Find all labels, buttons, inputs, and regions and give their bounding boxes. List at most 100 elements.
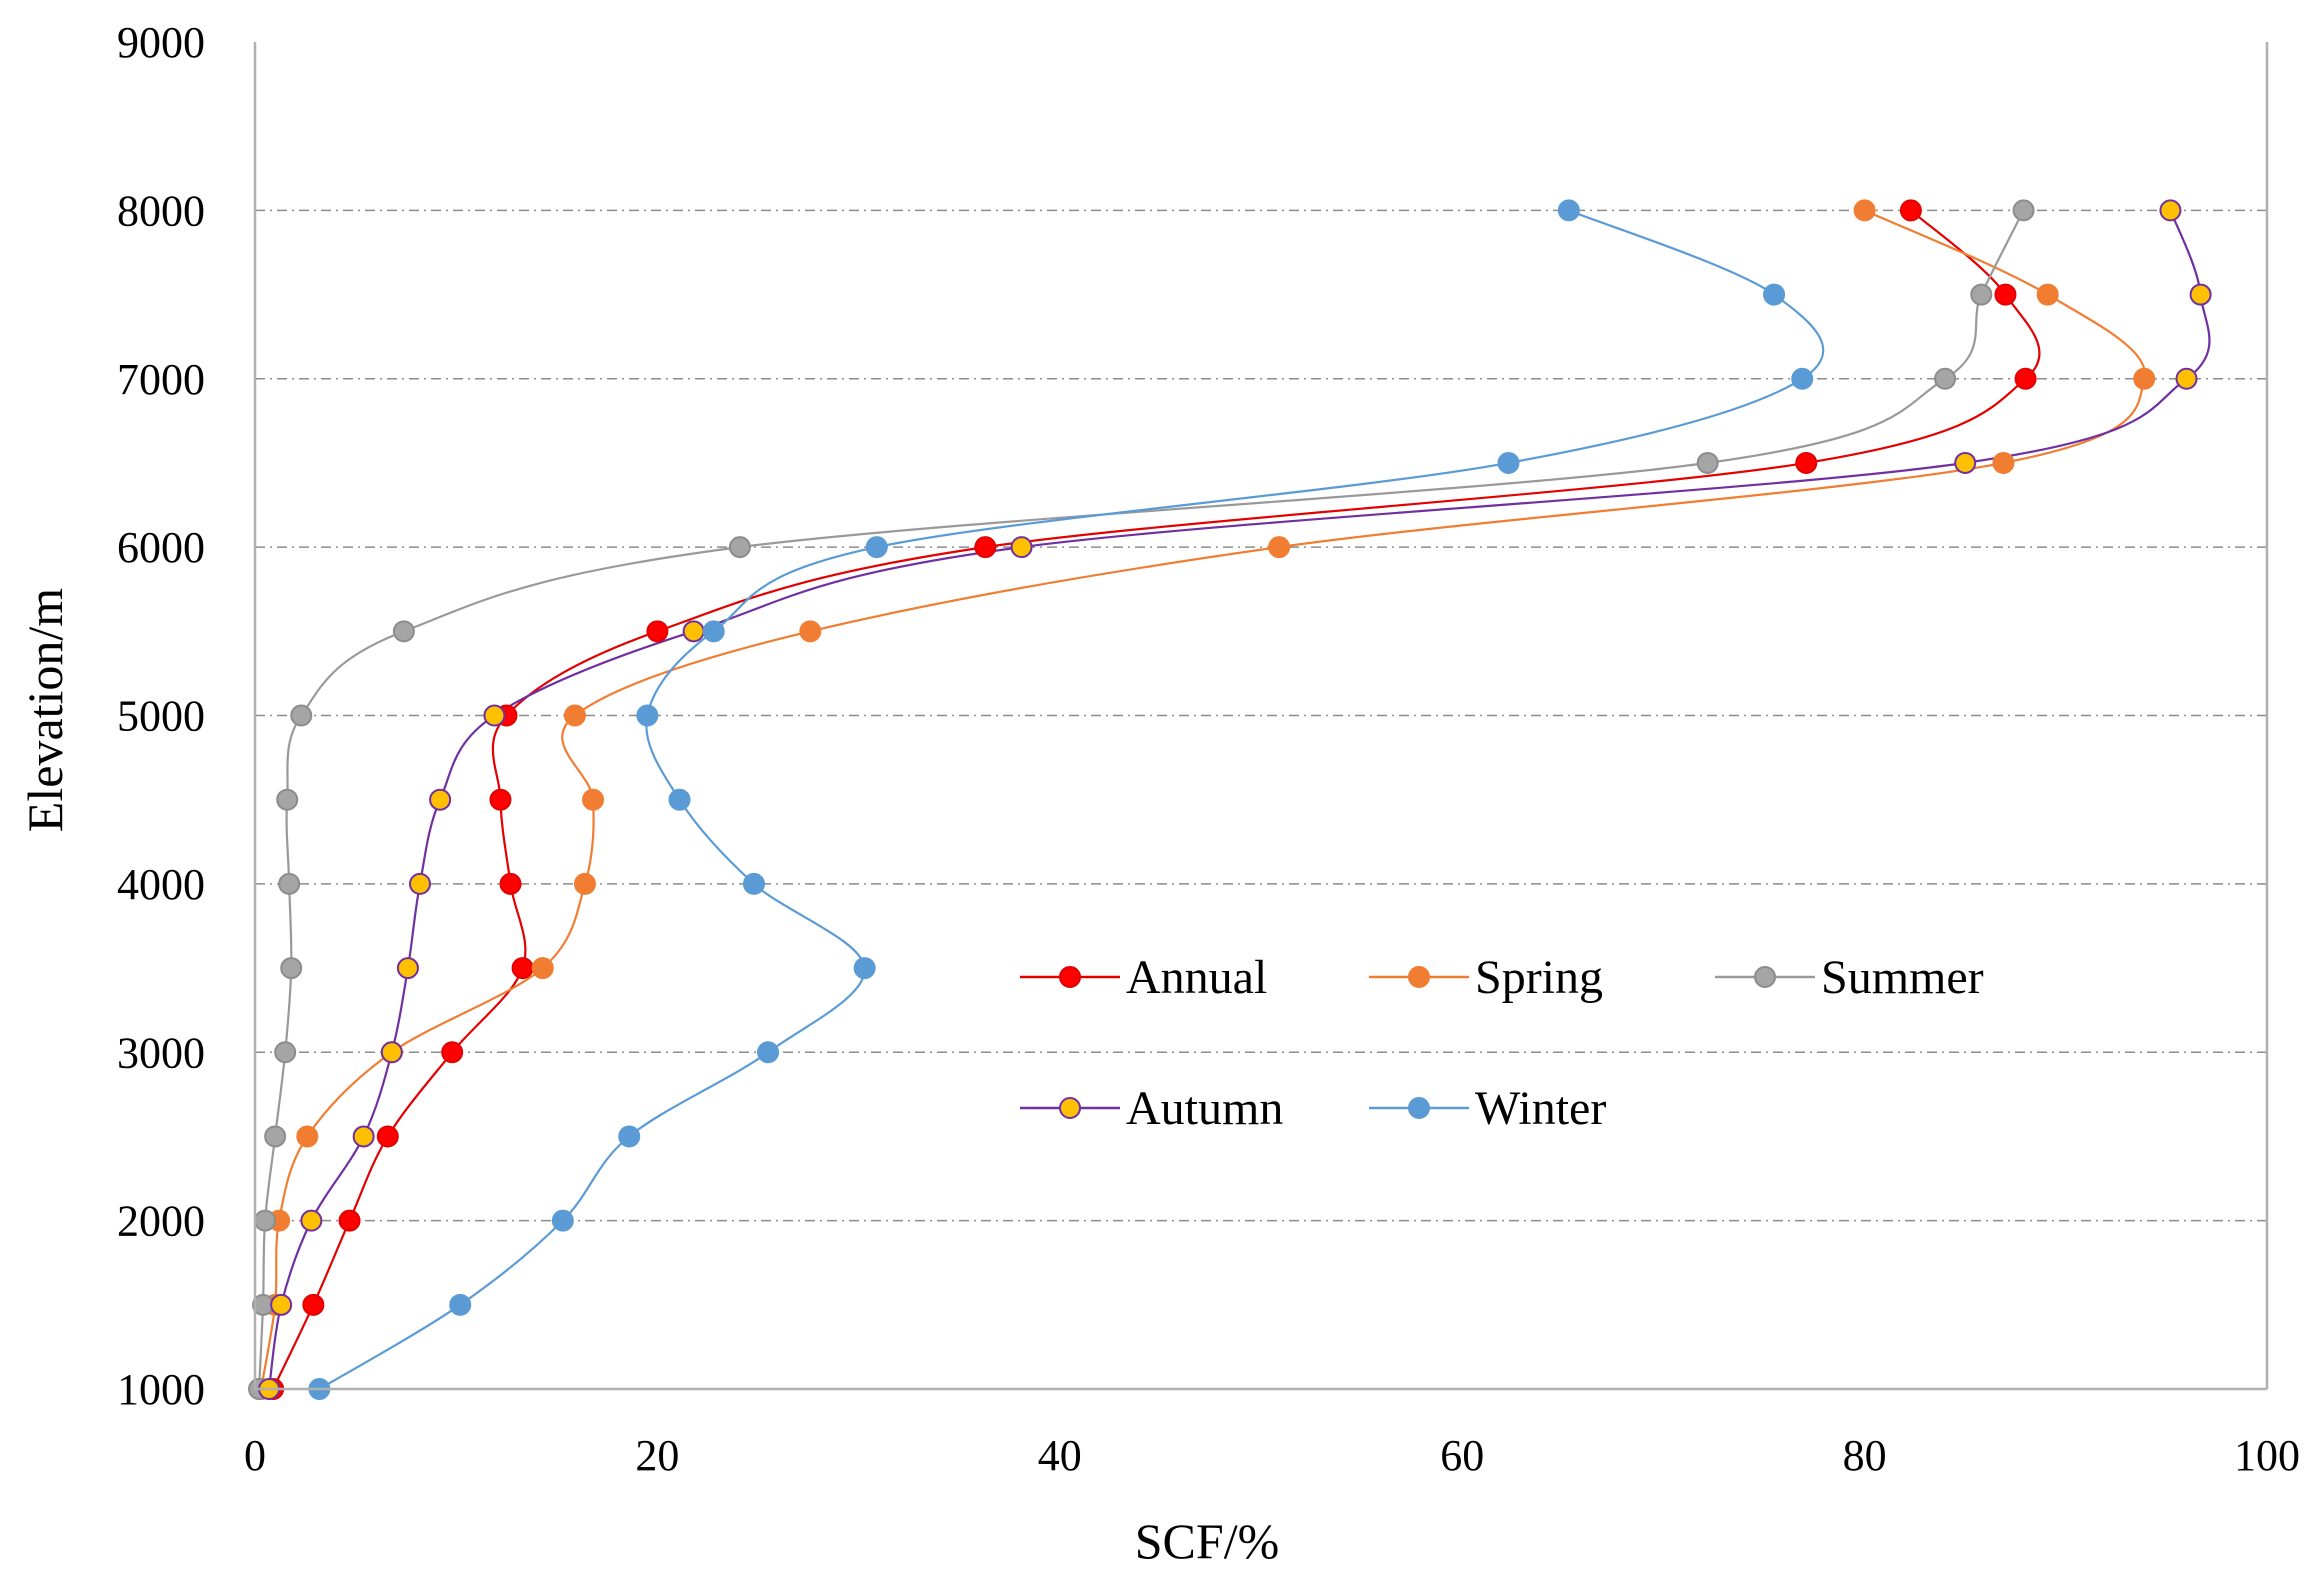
data-point-winter — [1791, 367, 1814, 390]
data-point-autumn — [483, 704, 506, 727]
y-tick-label: 4000 — [117, 860, 205, 909]
data-point-spring — [563, 704, 586, 727]
data-point-annual — [302, 1293, 325, 1316]
legend-label-summer: Summer — [1821, 951, 1984, 1004]
x-tick-label: 0 — [244, 1431, 266, 1480]
data-point-autumn — [300, 1209, 323, 1232]
data-point-autumn — [2159, 199, 2182, 222]
data-point-annual — [646, 620, 669, 643]
data-point-winter — [757, 1041, 780, 1064]
axes — [253, 42, 2269, 1391]
data-point-summer — [1934, 367, 1957, 390]
data-point-summer — [264, 1125, 287, 1148]
data-point-spring — [2036, 283, 2059, 306]
data-point-annual — [499, 872, 522, 895]
data-point-winter — [853, 957, 876, 980]
data-point-annual — [441, 1041, 464, 1064]
data-point-spring — [531, 957, 554, 980]
data-point-autumn — [1954, 451, 1977, 474]
data-point-autumn — [2189, 283, 2212, 306]
data-point-spring — [1853, 199, 1876, 222]
legend-marker-winter — [1408, 1097, 1430, 1119]
data-point-autumn — [2175, 367, 2198, 390]
data-point-spring — [1268, 536, 1291, 559]
tick-labels: 1000 2000 3000 4000 5000 6000 7000 8000 9000 0 20 4… — [117, 18, 2300, 1480]
series-line-summer — [257, 209, 2025, 1390]
data-point-summer — [276, 788, 299, 811]
series-line-winter — [318, 209, 1825, 1390]
data-point-summer — [274, 1041, 297, 1064]
x-tick-label: 20 — [635, 1431, 679, 1480]
data-point-spring — [2133, 367, 2156, 390]
series-lines — [257, 209, 2211, 1390]
data-point-autumn — [352, 1125, 375, 1148]
data-point-summer — [290, 704, 313, 727]
series-markers — [248, 199, 2212, 1400]
data-point-summer — [2012, 199, 2035, 222]
data-point-autumn — [396, 957, 419, 980]
series-line-annual — [272, 209, 2041, 1390]
data-point-winter — [551, 1209, 574, 1232]
data-point-annual — [489, 788, 512, 811]
data-point-annual — [338, 1209, 361, 1232]
x-tick-label: 80 — [1843, 1431, 1887, 1480]
data-point-spring — [582, 788, 605, 811]
x-tick-label: 40 — [1038, 1431, 1082, 1480]
data-point-winter — [449, 1293, 472, 1316]
data-point-autumn — [682, 620, 705, 643]
data-point-winter — [702, 620, 725, 643]
data-point-autumn — [408, 872, 431, 895]
data-point-annual — [376, 1125, 399, 1148]
legend-marker-summer — [1754, 966, 1776, 988]
data-point-summer — [278, 872, 301, 895]
data-point-winter — [1763, 283, 1786, 306]
data-point-autumn — [270, 1293, 293, 1316]
data-point-winter — [742, 872, 765, 895]
data-point-spring — [573, 872, 596, 895]
y-tick-label: 2000 — [117, 1197, 205, 1246]
data-point-autumn — [380, 1041, 403, 1064]
data-point-summer — [728, 536, 751, 559]
legend-label-spring: Spring — [1475, 951, 1603, 1004]
y-tick-label: 8000 — [117, 186, 205, 235]
data-point-summer — [1696, 451, 1719, 474]
legend-label-winter: Winter — [1475, 1082, 1606, 1135]
y-tick-label: 6000 — [117, 523, 205, 572]
data-point-winter — [636, 704, 659, 727]
data-point-annual — [974, 536, 997, 559]
data-point-winter — [618, 1125, 641, 1148]
y-tick-label: 9000 — [117, 18, 205, 67]
data-point-winter — [865, 536, 888, 559]
data-point-autumn — [429, 788, 452, 811]
data-point-annual — [1899, 199, 1922, 222]
x-tick-label: 60 — [1440, 1431, 1484, 1480]
y-tick-label: 1000 — [117, 1365, 205, 1414]
data-point-spring — [799, 620, 822, 643]
data-point-annual — [2014, 367, 2037, 390]
y-axis-title: Elevation/m — [17, 588, 73, 832]
data-point-summer — [392, 620, 415, 643]
data-point-summer — [254, 1209, 277, 1232]
y-tick-label: 3000 — [117, 1028, 205, 1077]
legend-marker-autumn — [1059, 1097, 1081, 1119]
data-point-summer — [280, 957, 303, 980]
series-line-spring — [259, 209, 2146, 1390]
data-point-winter — [1497, 451, 1520, 474]
data-point-winter — [668, 788, 691, 811]
legend-label-autumn: Autumn — [1126, 1082, 1283, 1135]
data-point-annual — [511, 957, 534, 980]
data-point-autumn — [1010, 536, 1033, 559]
data-point-annual — [1994, 283, 2017, 306]
legend-label-annual: Annual — [1126, 951, 1267, 1004]
data-point-spring — [1992, 451, 2015, 474]
data-point-annual — [1795, 451, 1818, 474]
data-point-spring — [296, 1125, 319, 1148]
y-tick-label: 5000 — [117, 692, 205, 741]
legend-marker-annual — [1059, 966, 1081, 988]
data-point-summer — [1970, 283, 1993, 306]
x-axis-title: SCF/% — [1135, 1513, 1280, 1569]
x-tick-label: 100 — [2234, 1431, 2300, 1480]
legend-marker-spring — [1408, 966, 1430, 988]
y-tick-label: 7000 — [117, 355, 205, 404]
